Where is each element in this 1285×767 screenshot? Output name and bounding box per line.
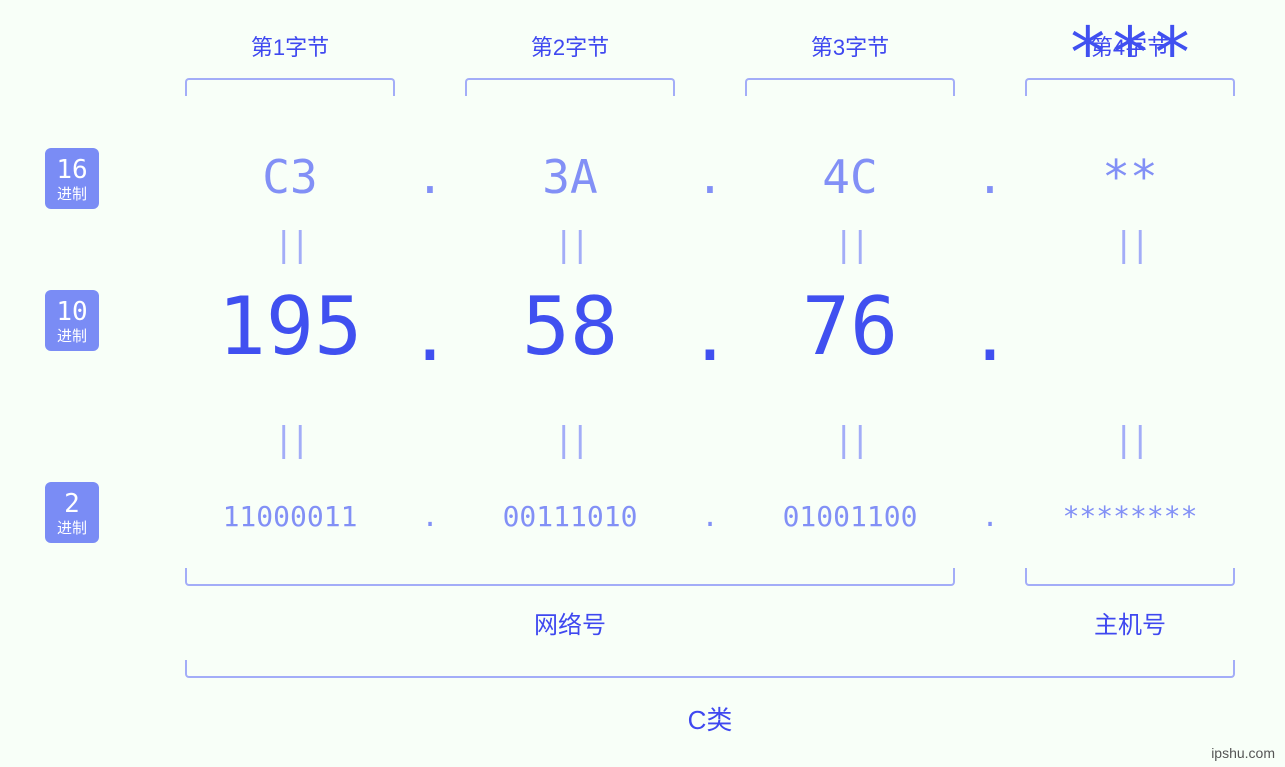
- bin-byte4: ********: [1015, 500, 1245, 533]
- bin-dot-1: .: [405, 500, 455, 533]
- badge-bin-txt: 进制: [55, 521, 89, 538]
- equals-dec-bin-3: ||: [735, 420, 965, 460]
- badge-bin-num: 2: [61, 489, 83, 519]
- bin-byte3: 01001100: [735, 500, 965, 533]
- hex-byte4: **: [1015, 150, 1245, 204]
- bin-byte1: 11000011: [175, 500, 405, 533]
- equals-dec-bin-4: ||: [1015, 420, 1245, 460]
- badge-bin: 2 进制: [45, 482, 99, 543]
- label-network: 网络号: [185, 605, 955, 640]
- top-bracket-1: [185, 78, 395, 96]
- byte-header-3: 第3字节: [735, 30, 965, 62]
- dec-byte3: 76: [735, 280, 965, 373]
- byte-header-1: 第1字节: [175, 30, 405, 62]
- hex-byte2: 3A: [455, 150, 685, 204]
- top-bracket-3: [745, 78, 955, 96]
- hex-dot-1: .: [405, 150, 455, 204]
- watermark: ipshu.com: [1211, 745, 1275, 761]
- hex-byte1: C3: [175, 150, 405, 204]
- badge-dec: 10 进制: [45, 290, 99, 351]
- equals-dec-bin-2: ||: [455, 420, 685, 460]
- bracket-network: [185, 568, 955, 586]
- bin-byte2: 00111010: [455, 500, 685, 533]
- dec-byte4: ***: [1015, 18, 1245, 88]
- equals-dec-bin-1: ||: [175, 420, 405, 460]
- bin-dot-2: .: [685, 500, 735, 533]
- equals-hex-dec-3: ||: [735, 225, 965, 265]
- top-bracket-2: [465, 78, 675, 96]
- hex-dot-2: .: [685, 150, 735, 204]
- badge-hex: 16 进制: [45, 148, 99, 209]
- badge-dec-txt: 进制: [55, 329, 89, 346]
- bracket-class: [185, 660, 1235, 678]
- equals-hex-dec-2: ||: [455, 225, 685, 265]
- bracket-host: [1025, 568, 1235, 586]
- hex-byte3: 4C: [735, 150, 965, 204]
- badge-dec-num: 10: [56, 297, 87, 327]
- badge-hex-num: 16: [56, 155, 87, 185]
- equals-hex-dec-4: ||: [1015, 225, 1245, 265]
- diagram-container: 16 进制 10 进制 2 进制 第1字节 第2字节 第3字节 第4字节 C3 …: [0, 0, 1285, 767]
- label-class: C类: [185, 700, 1235, 737]
- dec-byte1: 195: [175, 280, 405, 373]
- dec-dot-1: .: [405, 295, 455, 377]
- byte-header-2: 第2字节: [455, 30, 685, 62]
- label-host: 主机号: [1025, 605, 1235, 640]
- equals-hex-dec-1: ||: [175, 225, 405, 265]
- badge-hex-txt: 进制: [55, 187, 89, 204]
- dec-dot-3: .: [965, 295, 1015, 377]
- hex-dot-3: .: [965, 150, 1015, 204]
- dec-dot-2: .: [685, 295, 735, 377]
- bin-dot-3: .: [965, 500, 1015, 533]
- dec-byte2: 58: [455, 280, 685, 373]
